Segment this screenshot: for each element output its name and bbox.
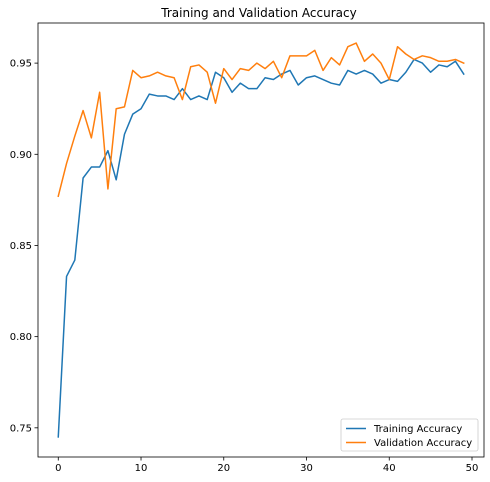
y-tick-label: 0.90 <box>10 150 32 161</box>
series-line-0 <box>57 58 465 438</box>
y-tick-label: 0.85 <box>10 241 32 252</box>
x-tick-label: 20 <box>217 463 230 474</box>
x-tick-label: 30 <box>300 463 313 474</box>
legend-label-1: Validation Accuracy <box>374 438 472 449</box>
chart-title: Training and Validation Accuracy <box>160 6 356 20</box>
legend: Training Accuracy Validation Accuracy <box>340 418 479 452</box>
x-tick-label: 50 <box>466 463 479 474</box>
x-tick-label: 40 <box>383 463 396 474</box>
y-tick-label: 0.95 <box>10 59 32 70</box>
legend-box <box>340 418 479 452</box>
y-tick-label: 0.80 <box>10 332 32 343</box>
plot-frame <box>37 22 485 458</box>
series-line-1 <box>57 42 465 198</box>
plot-area <box>57 42 465 438</box>
x-tick-label: 10 <box>135 463 148 474</box>
legend-label-0: Training Accuracy <box>373 424 462 435</box>
axes: 0 10 20 30 40 50 0.75 0.80 0.85 0.90 0.95 <box>10 59 479 474</box>
x-tick-label: 0 <box>55 463 61 474</box>
y-tick-label: 0.75 <box>10 423 32 434</box>
